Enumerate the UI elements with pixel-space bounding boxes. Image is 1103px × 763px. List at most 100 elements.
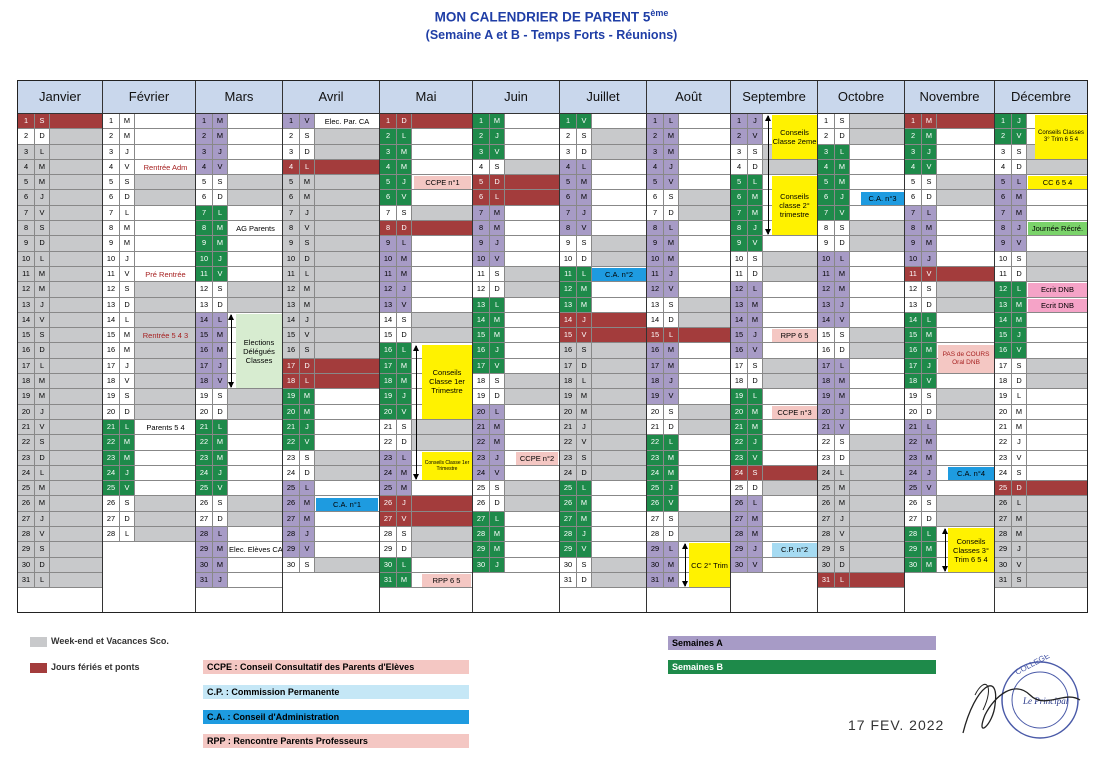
day-number: 17	[196, 358, 213, 374]
weekday-letter: J	[490, 557, 505, 572]
day-note	[228, 451, 282, 465]
day-note	[315, 420, 379, 434]
day-note	[592, 496, 646, 510]
day-note	[937, 328, 994, 342]
day-number: 28	[647, 527, 664, 542]
day-number: 23	[560, 450, 577, 465]
day-number: 6	[818, 190, 835, 205]
day-note	[850, 450, 904, 465]
weekday-letter: L	[213, 419, 228, 435]
weekday-letter: M	[300, 297, 315, 312]
weekday-letter: D	[835, 450, 850, 465]
weekday-letter: D	[397, 435, 412, 450]
day-row: 18 L	[283, 374, 379, 390]
day-number: 10	[560, 251, 577, 266]
day-number: 17	[647, 358, 664, 374]
day-number: 24	[647, 465, 664, 481]
day-note	[850, 405, 904, 419]
period-arrow	[764, 114, 771, 236]
weekday-letter: J	[748, 221, 763, 236]
weekday-letter: L	[748, 389, 763, 404]
day-note	[412, 496, 472, 511]
day-row: 11 D	[995, 266, 1087, 283]
day-note	[1027, 481, 1087, 496]
day-note	[50, 389, 102, 404]
day-number: 1	[560, 114, 577, 129]
day-number: 15	[905, 328, 922, 343]
day-note	[937, 451, 994, 465]
day-note	[850, 313, 904, 327]
day-row: 27 D	[103, 511, 195, 528]
day-number: 4	[731, 159, 748, 175]
weekday-letter: L	[490, 297, 505, 312]
weekday-letter: J	[397, 175, 412, 190]
weekday-letter: J	[490, 450, 505, 465]
day-note	[50, 527, 102, 542]
day-number: 12	[380, 282, 397, 297]
weekday-letter: M	[490, 527, 505, 542]
day-number: 30	[647, 557, 664, 572]
day-number: 14	[103, 312, 120, 328]
day-note	[50, 343, 102, 358]
day-number: 4	[647, 159, 664, 175]
day-note	[315, 190, 379, 205]
day-number: 24	[380, 465, 397, 481]
day-number: 20	[196, 404, 213, 419]
day-row: 28 D	[647, 527, 730, 543]
day-number: 26	[473, 496, 490, 511]
day-row: 27 M	[995, 511, 1087, 528]
day-number: 30	[818, 557, 835, 572]
day-number: 14	[818, 312, 835, 328]
weekday-letter: M	[213, 129, 228, 144]
day-number: 7	[731, 205, 748, 221]
day-number: 2	[731, 129, 748, 144]
page-title: MON CALENDRIER DE PARENT 5ème	[434, 8, 669, 25]
day-note	[50, 236, 102, 251]
day-row: 23 M	[905, 450, 994, 466]
weekday-letter: J	[120, 358, 135, 374]
day-note	[679, 404, 730, 419]
day-number: 27	[818, 511, 835, 527]
day-note	[850, 481, 904, 496]
day-row: 15 M	[905, 328, 994, 344]
day-number: 6	[647, 190, 664, 205]
day-row: 27 D	[196, 511, 282, 528]
day-note	[135, 206, 195, 220]
day-note	[505, 496, 559, 511]
day-row: 20 D	[905, 404, 994, 420]
day-number: 14	[560, 312, 577, 328]
weekday-letter: J	[213, 144, 228, 159]
day-note	[679, 190, 730, 205]
day-note	[135, 145, 195, 159]
day-number: 4	[473, 159, 490, 175]
day-row: 16 S	[560, 343, 646, 359]
day-number: 1	[196, 114, 213, 129]
day-number: 23	[103, 450, 120, 465]
day-row: 20 D	[103, 404, 195, 420]
day-number: 22	[283, 435, 300, 450]
day-row: 24 J	[196, 465, 282, 482]
day-note	[937, 160, 994, 174]
weekday-letter: J	[577, 419, 592, 435]
day-row: 14 L	[905, 312, 994, 329]
weekday-letter: L	[922, 419, 937, 435]
weekday-letter: V	[397, 190, 412, 205]
day-number: 18	[380, 374, 397, 389]
day-number: 3	[995, 144, 1012, 159]
day-row: 22 S	[818, 435, 904, 451]
day-note	[850, 282, 904, 296]
legend-weekend: Week-end et Vacances Sco.	[30, 636, 169, 647]
month-column: Novembre 1 M 2 M 3 J 4 V 5 S 6 D 7 L 8 M 9 M 10 J 11 V 12 S 13 D 14…	[905, 81, 994, 612]
weekday-letter: M	[490, 114, 505, 129]
day-number: 21	[473, 419, 490, 435]
weekday-letter: V	[35, 312, 50, 328]
month-header: Avril	[283, 81, 379, 114]
weekday-letter: L	[835, 358, 850, 374]
weekday-letter: M	[35, 374, 50, 389]
